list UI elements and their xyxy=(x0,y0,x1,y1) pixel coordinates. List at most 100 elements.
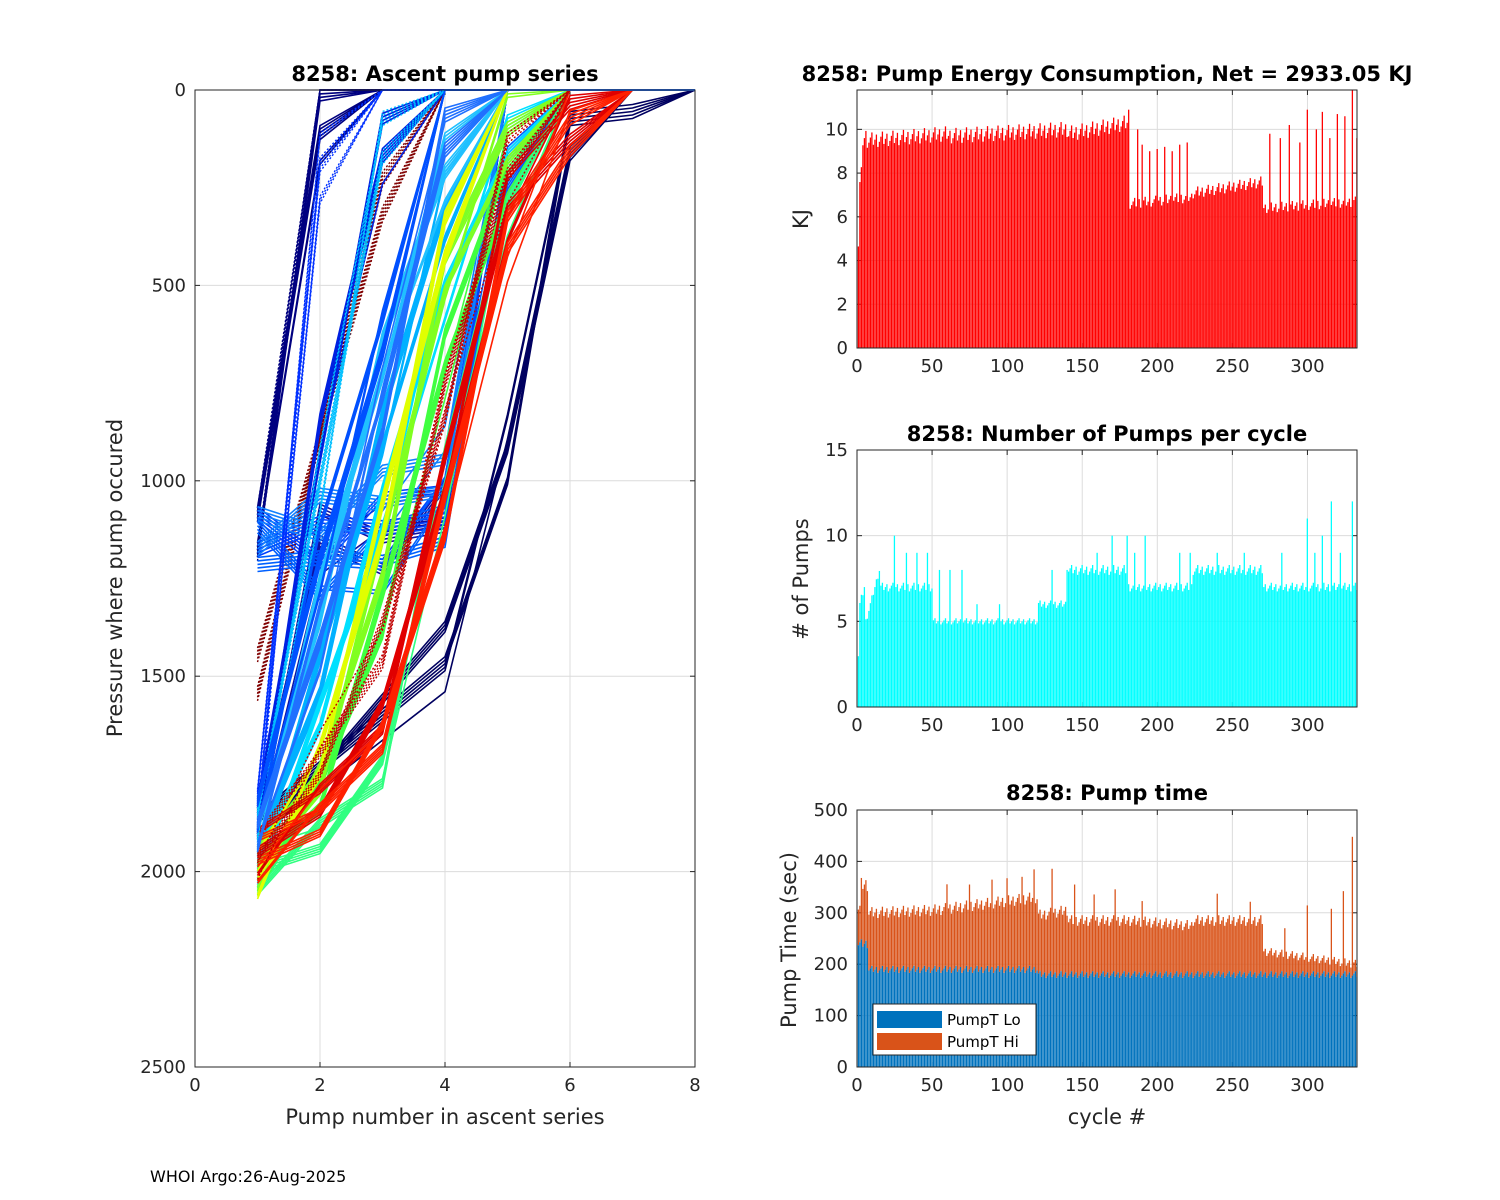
bar xyxy=(997,125,999,348)
bar-pumpt-lo xyxy=(1088,975,1091,1067)
bar-pumpt-hi xyxy=(1110,922,1112,976)
bar-pumpt-lo xyxy=(1186,971,1188,1067)
bar xyxy=(1228,181,1230,348)
bar xyxy=(1060,600,1062,707)
bar-pumpt-hi xyxy=(1333,956,1336,972)
bar xyxy=(859,602,861,707)
bar-pumpt-hi xyxy=(913,905,915,966)
bar xyxy=(1300,203,1302,348)
y-tick-label: 15 xyxy=(825,440,848,461)
bar-pumpt-lo xyxy=(1302,971,1304,1067)
bar xyxy=(1201,187,1203,348)
bar xyxy=(899,588,902,707)
bar xyxy=(1276,212,1278,348)
bar xyxy=(914,589,917,707)
bar-pumpt-lo xyxy=(1046,975,1049,1067)
bar xyxy=(1333,198,1336,348)
bar xyxy=(959,130,962,348)
bar xyxy=(1110,571,1112,707)
bar-pumpt-hi xyxy=(979,904,981,970)
pumptime-ylabel: Pump Time (sec) xyxy=(777,852,801,1028)
bar xyxy=(907,131,909,348)
bar-pumpt-lo xyxy=(1194,975,1196,1067)
bar-pumpt-lo xyxy=(866,948,869,1067)
bar-pumpt-lo xyxy=(1321,973,1323,1067)
bar-pumpt-hi xyxy=(1209,924,1211,977)
bar xyxy=(1311,203,1313,348)
bar xyxy=(1027,128,1029,348)
bar xyxy=(1052,130,1055,348)
bar-pumpt-lo xyxy=(869,968,872,1067)
bar-pumpt-lo xyxy=(1117,972,1119,1067)
bar-pumpt-hi xyxy=(1228,915,1230,972)
bar xyxy=(896,132,899,348)
bar xyxy=(1125,573,1127,707)
bar-pumpt-lo xyxy=(1114,976,1116,1067)
pumptime-xlabel: cycle # xyxy=(1068,1105,1147,1129)
bar-pumpt-lo xyxy=(1152,975,1154,1067)
y-tick-label: 0 xyxy=(175,80,186,101)
bar-pumpt-hi xyxy=(1088,922,1091,976)
bar-pumpt-lo xyxy=(1039,971,1041,1067)
bar xyxy=(985,620,987,707)
bar xyxy=(1149,151,1151,348)
bar-pumpt-hi xyxy=(905,911,908,970)
bar-pumpt-lo xyxy=(1061,976,1064,1067)
bar-pumpt-hi xyxy=(1257,922,1259,976)
bar-pumpt-hi xyxy=(1291,951,1293,972)
bar xyxy=(1031,621,1034,707)
bar-pumpt-hi xyxy=(988,907,990,972)
bar-pumpt-hi xyxy=(1091,915,1094,972)
bar-pumpt-hi xyxy=(1248,918,1250,974)
bar xyxy=(1351,501,1354,707)
bar xyxy=(884,587,887,707)
bar xyxy=(1252,569,1254,707)
bar-pumpt-lo xyxy=(1179,974,1181,1067)
bar-pumpt-hi xyxy=(1288,956,1290,976)
bar-pumpt-lo xyxy=(1339,977,1342,1067)
bar xyxy=(1318,209,1320,348)
bar-pumpt-hi xyxy=(965,900,968,966)
bar xyxy=(916,136,918,348)
bar xyxy=(893,535,896,707)
bar-pumpt-hi xyxy=(1128,916,1130,973)
bar-pumpt-hi xyxy=(1206,918,1208,974)
bar-pumpt-hi xyxy=(1321,958,1323,974)
bar xyxy=(973,622,975,707)
bar xyxy=(1054,124,1056,349)
bar-pumpt-lo xyxy=(1058,973,1061,1067)
bar xyxy=(1021,621,1023,707)
bar-pumpt-hi xyxy=(964,904,966,969)
bar xyxy=(1210,189,1212,348)
bar xyxy=(1152,588,1154,707)
bar-pumpt-lo xyxy=(1219,976,1221,1067)
bar-pumpt-lo xyxy=(1052,974,1055,1067)
bar xyxy=(1117,119,1119,348)
bar xyxy=(1218,565,1220,707)
bar-pumpt-hi xyxy=(1302,952,1304,972)
bar-pumpt-hi xyxy=(881,906,884,966)
bar xyxy=(1221,188,1223,348)
bar xyxy=(1236,571,1238,707)
bar-pumpt-lo xyxy=(871,965,873,1067)
bar xyxy=(1242,569,1244,707)
bar-pumpt-hi xyxy=(1141,901,1143,976)
bar xyxy=(1215,191,1217,348)
bar-pumpt-lo xyxy=(1107,972,1109,1067)
bar xyxy=(1105,126,1107,348)
bar xyxy=(1099,130,1101,348)
bar xyxy=(1100,124,1103,349)
bar-pumpt-hi xyxy=(1266,955,1268,978)
bar xyxy=(929,142,932,348)
legend-label-lo: PumpT Lo xyxy=(947,1011,1021,1029)
bar xyxy=(1213,574,1215,707)
bar-pumpt-lo xyxy=(1222,972,1224,1067)
bar xyxy=(859,182,861,348)
bar xyxy=(1237,568,1239,707)
bar xyxy=(1216,552,1218,707)
bar xyxy=(1107,121,1109,348)
bar xyxy=(1266,591,1268,707)
bar-pumpt-lo xyxy=(1330,975,1332,1067)
bar-pumpt-hi xyxy=(1111,918,1113,974)
bar xyxy=(1049,122,1052,348)
